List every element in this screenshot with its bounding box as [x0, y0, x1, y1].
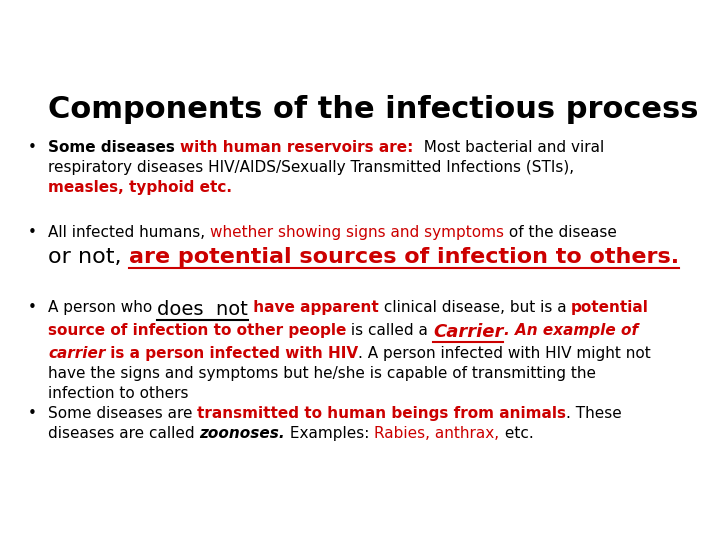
Text: or not,: or not, [48, 247, 129, 267]
Text: is a person infected with HIV: is a person infected with HIV [105, 346, 359, 361]
Text: Most bacterial and viral: Most bacterial and viral [413, 140, 604, 155]
Text: respiratory diseases HIV/AIDS/Sexually Transmitted Infections (STIs),: respiratory diseases HIV/AIDS/Sexually T… [48, 160, 574, 175]
Text: Examples:: Examples: [285, 426, 374, 441]
Text: . An example of: . An example of [503, 323, 638, 338]
Text: is called a: is called a [346, 323, 433, 338]
Text: . These: . These [567, 406, 622, 421]
Text: •: • [28, 300, 37, 315]
Text: measles, typhoid etc.: measles, typhoid etc. [48, 180, 232, 195]
Text: Some diseases are: Some diseases are [48, 406, 197, 421]
Text: does  not: does not [157, 300, 248, 319]
Text: diseases are called: diseases are called [48, 426, 199, 441]
Text: All infected humans,: All infected humans, [48, 225, 210, 240]
Text: of the disease: of the disease [504, 225, 617, 240]
Text: clinical disease, but is a: clinical disease, but is a [379, 300, 571, 315]
Text: transmitted to human beings from animals: transmitted to human beings from animals [197, 406, 567, 421]
Text: Components of the infectious process: Components of the infectious process [48, 95, 698, 124]
Text: source of infection to other people: source of infection to other people [48, 323, 346, 338]
Text: A person who: A person who [48, 300, 157, 315]
Text: Some diseases: Some diseases [48, 140, 180, 155]
Text: •: • [28, 406, 37, 421]
Text: potential: potential [571, 300, 649, 315]
Text: •: • [28, 140, 37, 155]
Text: Rabies, anthrax,: Rabies, anthrax, [374, 426, 500, 441]
Text: carrier: carrier [48, 346, 105, 361]
Text: Carrier: Carrier [433, 323, 503, 341]
Text: infection to others: infection to others [48, 386, 189, 401]
Text: •: • [28, 225, 37, 240]
Text: zoonoses.: zoonoses. [199, 426, 285, 441]
Text: have the signs and symptoms but he/she is capable of transmitting the: have the signs and symptoms but he/she i… [48, 366, 596, 381]
Text: with human reservoirs are:: with human reservoirs are: [180, 140, 413, 155]
Text: whether showing signs and symptoms: whether showing signs and symptoms [210, 225, 504, 240]
Text: are potential sources of infection to others.: are potential sources of infection to ot… [129, 247, 679, 267]
Text: . A person infected with HIV might not: . A person infected with HIV might not [359, 346, 652, 361]
Text: have apparent: have apparent [248, 300, 379, 315]
Text: etc.: etc. [500, 426, 534, 441]
